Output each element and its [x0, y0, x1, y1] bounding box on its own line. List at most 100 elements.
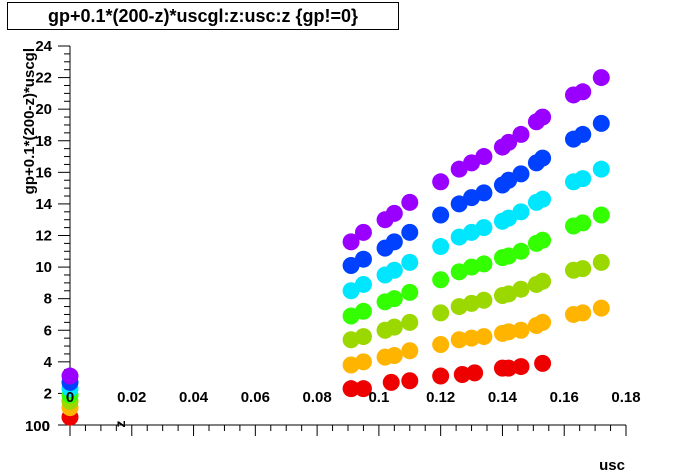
z-tick-label: 100	[25, 418, 50, 435]
data-point	[500, 133, 518, 151]
data-point	[354, 275, 372, 293]
data-point	[432, 271, 450, 289]
data-point	[500, 323, 518, 341]
y-tick-label: 22	[35, 70, 52, 87]
data-point	[401, 193, 419, 211]
data-point	[466, 364, 484, 382]
data-point	[382, 373, 400, 391]
data-point	[500, 359, 518, 377]
x-tick-label: 0.18	[611, 389, 640, 406]
y-tick-label: 14	[35, 196, 52, 213]
data-point	[512, 242, 530, 260]
y-tick-label: 16	[35, 164, 52, 181]
x-axis-label: usc	[599, 457, 625, 472]
x-tick-label: 0.06	[241, 389, 270, 406]
data-point	[574, 304, 592, 322]
data-point	[475, 328, 493, 346]
data-point	[354, 302, 372, 320]
y-tick-label: 4	[44, 354, 53, 371]
data-point	[401, 253, 419, 271]
x-ticks	[69, 425, 627, 436]
y-tick-label: 18	[35, 133, 52, 150]
data-point	[534, 272, 552, 290]
tick-labels: 0 0.02 0.04 0.06 0.08 0.1 0.12 0.14 0.16 0.182468…	[25, 38, 641, 435]
data-point	[342, 380, 360, 398]
data-point	[512, 321, 530, 339]
x-tick-label: 0.08	[303, 389, 332, 406]
y-axis-label: gp+0.1*(200-z)*uscgl	[21, 48, 38, 194]
data-point	[574, 125, 592, 143]
chart-title: gp+0.1*(200-z)*uscgl:z:usc:z {gp!=0}	[7, 2, 399, 30]
data-point	[534, 354, 552, 372]
data-point	[401, 283, 419, 301]
y-tick-label: 8	[44, 291, 52, 308]
data-point	[354, 353, 372, 371]
data-point	[401, 223, 419, 241]
data-point	[592, 114, 610, 132]
data-point	[385, 318, 403, 336]
data-point	[463, 329, 481, 347]
z-axis-label: z	[112, 421, 128, 428]
data-point	[342, 233, 360, 251]
x-tick-label: 0.04	[179, 389, 209, 406]
data-point	[475, 219, 493, 237]
data-point	[592, 299, 610, 317]
data-point	[61, 367, 79, 385]
data-point	[512, 165, 530, 183]
data-point	[592, 160, 610, 178]
data-point	[475, 291, 493, 309]
data-point	[354, 223, 372, 241]
y-tick-label: 6	[44, 322, 52, 339]
x-tick-label: 0.14	[488, 389, 518, 406]
data-point	[354, 328, 372, 346]
y-tick-label: 12	[35, 228, 52, 245]
data-point	[453, 365, 471, 383]
data-point	[354, 250, 372, 268]
data-point	[534, 313, 552, 331]
y-tick-label: 10	[35, 259, 52, 276]
data-point	[574, 260, 592, 278]
x-tick-label: 0.12	[426, 389, 455, 406]
data-point	[401, 313, 419, 331]
data-point	[592, 253, 610, 271]
z-tick-label: 0	[42, 418, 50, 435]
data-point	[512, 280, 530, 298]
data-point	[401, 342, 419, 360]
x-tick-label: 0.16	[550, 389, 579, 406]
x-tick-label: 0	[66, 389, 74, 406]
data-point	[574, 83, 592, 101]
data-point	[534, 149, 552, 167]
data-point	[432, 173, 450, 191]
data-point	[574, 170, 592, 188]
data-point	[354, 380, 372, 398]
data-point	[512, 358, 530, 376]
data-point	[385, 204, 403, 222]
data-point	[512, 125, 530, 143]
data-point	[432, 206, 450, 224]
data-point	[432, 367, 450, 385]
data-point	[385, 233, 403, 251]
data-point	[574, 214, 592, 232]
data-point	[475, 255, 493, 273]
data-point	[401, 372, 419, 390]
data-point	[450, 331, 468, 349]
data-point	[592, 206, 610, 224]
data-point	[385, 290, 403, 308]
data-point	[432, 238, 450, 256]
y-tick-label: 2	[44, 385, 52, 402]
data-points	[61, 69, 610, 426]
data-point	[432, 335, 450, 353]
data-point	[432, 304, 450, 322]
data-point	[475, 184, 493, 202]
data-point	[385, 347, 403, 365]
y-tick-label: 20	[35, 101, 52, 118]
x-tick-label: 0.1	[368, 389, 389, 406]
data-point	[592, 69, 610, 87]
data-point	[475, 148, 493, 166]
x-tick-label: 0.02	[117, 389, 146, 406]
y-tick-label: 24	[35, 38, 52, 55]
data-point	[534, 108, 552, 126]
data-point	[385, 261, 403, 279]
